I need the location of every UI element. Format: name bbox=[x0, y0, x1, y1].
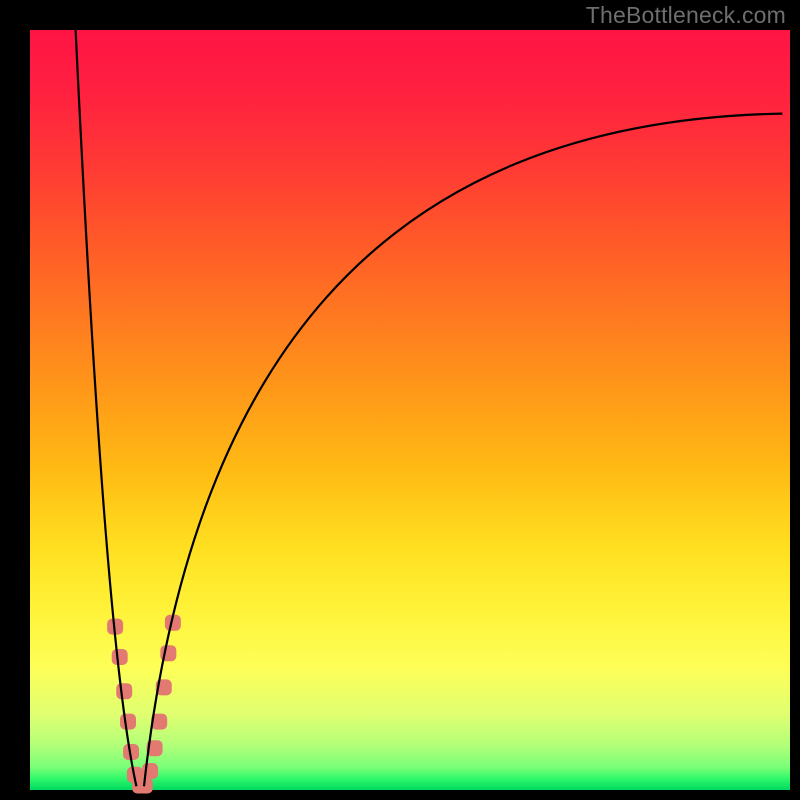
curve-marker bbox=[116, 683, 132, 699]
chart-stage: TheBottleneck.com bbox=[0, 0, 800, 800]
curve-marker bbox=[120, 714, 136, 730]
chart-svg bbox=[0, 0, 800, 800]
watermark-source-label: TheBottleneck.com bbox=[586, 2, 786, 29]
curve-marker bbox=[112, 649, 128, 665]
plot-area bbox=[30, 30, 790, 790]
